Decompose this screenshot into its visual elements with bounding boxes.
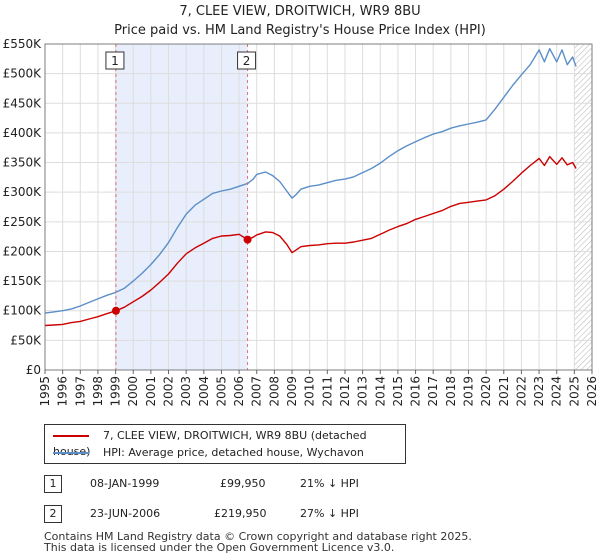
y-tick-label: £300K [3, 185, 43, 199]
y-tick-label: £450K [3, 96, 43, 110]
sale-marker-label: 2 [243, 54, 251, 68]
y-tick-label: £250K [3, 215, 43, 229]
legend-swatch-property [53, 435, 89, 437]
x-tick-label: 2006 [232, 376, 246, 407]
x-tick-label: 2020 [479, 376, 493, 407]
x-tick-label: 2022 [514, 376, 528, 407]
legend-label-hpi: HPI: Average price, detached house, Wych… [103, 446, 364, 459]
x-tick-label: 1998 [91, 376, 105, 407]
plot-frame [44, 43, 593, 371]
legend-label-property: 7, CLEE VIEW, DROITWICH, WR9 8BU (detach… [53, 429, 367, 458]
transaction-date: 08-JAN-1999 [90, 477, 160, 490]
y-tick-label: £0 [26, 363, 41, 377]
sale-point [243, 235, 252, 244]
x-tick-label: 2011 [320, 376, 334, 407]
series-line-hpi [44, 48, 577, 314]
x-tick-label: 2003 [179, 376, 193, 407]
series-line-property [44, 155, 577, 327]
transaction-badge: 1 [44, 475, 62, 493]
x-tick-label: 2000 [126, 376, 140, 407]
x-tick-label: 2004 [197, 376, 211, 407]
y-tick-label: £50K [10, 333, 42, 347]
x-tick-label: 2015 [391, 376, 405, 407]
ownership-band [115, 44, 248, 370]
chart-subtitle: Price paid vs. HM Land Registry's House … [114, 23, 486, 38]
legend: 7, CLEE VIEW, DROITWICH, WR9 8BU (detach… [44, 424, 406, 464]
y-tick-label: £550K [3, 37, 43, 51]
x-tick-label: 1999 [109, 376, 123, 407]
footer-copyright: Contains HM Land Registry data © Crown c… [44, 530, 472, 543]
transaction-date: 23-JUN-2006 [90, 507, 161, 520]
x-tick-label: 2008 [267, 376, 281, 407]
x-tick-label: 2002 [162, 376, 176, 407]
x-tick-label: 2026 [585, 376, 599, 407]
x-tick-label: 1997 [73, 376, 87, 407]
footer-licence: This data is licensed under the Open Gov… [44, 541, 395, 554]
legend-swatch-hpi [53, 452, 89, 454]
y-tick-label: £200K [3, 244, 43, 258]
x-tick-label: 2001 [144, 376, 158, 407]
transaction-price: £99,950 [220, 477, 266, 490]
legend-item-property: 7, CLEE VIEW, DROITWICH, WR9 8BU (detach… [53, 428, 405, 458]
y-tick-label: £400K [3, 126, 43, 140]
x-tick-label: 2007 [250, 376, 264, 407]
transaction-hpi-diff: 27% ↓ HPI [300, 507, 359, 520]
x-tick-label: 2021 [497, 376, 511, 407]
x-tick-label: 2019 [461, 376, 475, 407]
x-tick-label: 2017 [426, 376, 440, 407]
sale-marker-box [237, 51, 257, 70]
legend-item-hpi: HPI: Average price, detached house, Wych… [53, 445, 364, 461]
x-tick-label: 2013 [356, 376, 370, 407]
x-tick-label: 1995 [38, 376, 52, 407]
transaction-hpi-diff: 21% ↓ HPI [300, 477, 359, 490]
y-tick-label: £100K [3, 304, 43, 318]
chart-title: 7, CLEE VIEW, DROITWICH, WR9 8BU [179, 4, 420, 19]
price-chart: 7, CLEE VIEW, DROITWICH, WR9 8BU Price p… [3, 4, 599, 407]
transaction-badge: 2 [44, 505, 62, 523]
footer: Contains HM Land Registry data © Crown c… [44, 531, 472, 553]
y-tick-label: £350K [3, 156, 43, 170]
x-tick-label: 2009 [285, 376, 299, 407]
forecast-hatch [574, 44, 592, 370]
sale-marker-label: 1 [111, 54, 119, 68]
x-tick-label: 1996 [56, 376, 70, 407]
y-tick-label: £500K [3, 67, 43, 81]
x-tick-label: 2016 [409, 376, 423, 407]
x-tick-label: 2025 [567, 376, 581, 407]
x-tick-label: 2024 [550, 376, 564, 407]
x-tick-label: 2018 [444, 376, 458, 407]
x-tick-label: 2005 [214, 376, 228, 407]
x-tick-label: 2012 [338, 376, 352, 407]
x-tick-label: 2010 [303, 376, 317, 407]
x-tick-label: 2023 [532, 376, 546, 407]
x-tick-label: 2014 [373, 376, 387, 407]
y-tick-label: £150K [3, 274, 43, 288]
transaction-price: £219,950 [214, 507, 267, 520]
sale-marker-box [105, 51, 125, 70]
sale-point [111, 306, 120, 315]
